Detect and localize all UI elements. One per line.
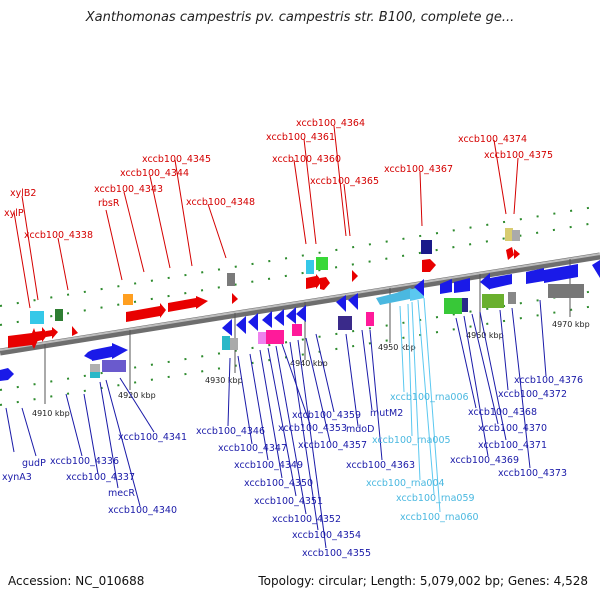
genome-backbone — [0, 252, 600, 356]
gene-label[interactable]: rbsR — [98, 198, 120, 209]
gene-label[interactable]: xccb100_4346 — [196, 426, 265, 437]
gene-label[interactable]: xccb100_4353 — [278, 423, 347, 434]
gene-label[interactable]: xccb100_4341 — [118, 432, 187, 443]
gene-label[interactable]: xccb100_4344 — [120, 168, 189, 179]
gene-label[interactable]: xccb100_4352 — [272, 514, 341, 525]
gene-label[interactable]: xccb100_4364 — [296, 118, 365, 129]
gene-label[interactable]: xylP — [4, 208, 24, 219]
gene-label[interactable]: xccb100_4354 — [292, 530, 361, 541]
gene-label[interactable]: xccb100_4367 — [384, 164, 453, 175]
rna-label[interactable]: xccb100_rna005 — [372, 435, 451, 446]
gene-label[interactable]: xccb100_4372 — [498, 389, 567, 400]
gene-label[interactable]: xccb100_4368 — [468, 407, 537, 418]
forward-strand-genes[interactable] — [8, 228, 520, 349]
gene-label[interactable]: xccb100_4351 — [254, 496, 323, 507]
genome-summary-text: Topology: circular; Length: 5,079,002 bp… — [258, 574, 588, 588]
gene-labels-bottom: xynA3 gudP xccb100_4336 xccb100_4337 mec… — [2, 375, 583, 559]
gene-label[interactable]: xccb100_4336 — [50, 456, 119, 467]
gene-labels-top: xylB2 xylP xccb100_4338 rbsR xccb100_434… — [4, 118, 553, 241]
rna-label[interactable]: xccb100_rna059 — [396, 493, 475, 504]
gene-label[interactable]: xccb100_4359 — [292, 410, 361, 421]
callout-lines-rna — [399, 297, 441, 513]
kbp-tick-label: 4940 kbp — [290, 359, 328, 368]
kbp-tick-label: 4950 kbp — [378, 343, 416, 352]
gene-label[interactable]: xccb100_4370 — [478, 423, 547, 434]
gene-label[interactable]: xccb100_4374 — [458, 134, 527, 145]
gene-label[interactable]: xccb100_4376 — [514, 375, 583, 386]
gene-label[interactable]: xccb100_4347 — [218, 443, 287, 454]
gene-label[interactable]: xccb100_4349 — [234, 460, 303, 471]
gene-label[interactable]: xccb100_4337 — [66, 472, 135, 483]
gene-label[interactable]: xccb100_4340 — [108, 505, 177, 516]
callout-lines-top — [13, 125, 519, 309]
gene-label[interactable]: mutM2 — [370, 408, 403, 419]
kbp-tick-label: 4930 kbp — [205, 376, 243, 385]
rna-labels: xccb100_rna006 xccb100_rna005 xccb100_rn… — [366, 392, 479, 523]
gene-label[interactable]: xccb100_4338 — [24, 230, 93, 241]
gene-label[interactable]: xynA3 — [2, 472, 32, 483]
gene-label[interactable]: xccb100_4363 — [346, 460, 415, 471]
gene-label[interactable]: mecR — [108, 488, 135, 499]
gene-label[interactable]: xccb100_4345 — [142, 154, 211, 165]
gene-label[interactable]: xccb100_4348 — [186, 197, 255, 208]
gene-label[interactable]: mdoD — [346, 424, 374, 435]
rna-label[interactable]: xccb100_rna006 — [390, 392, 469, 403]
rna-label[interactable]: xccb100_rna060 — [400, 512, 479, 523]
kbp-tick-label: 4910 kbp — [32, 409, 70, 418]
gene-label[interactable]: xccb100_4369 — [450, 455, 519, 466]
rna-label[interactable]: xccb100_rna004 — [366, 478, 445, 489]
gene-label[interactable]: xccb100_4373 — [498, 468, 567, 479]
map-title: Xanthomonas campestris pv. campestris st… — [85, 10, 515, 25]
kbp-tick-label: 4920 kbp — [118, 391, 156, 400]
kbp-tick-label: 4970 kbp — [552, 320, 590, 329]
gene-label[interactable]: xccb100_4355 — [302, 548, 371, 559]
gene-label[interactable]: xylB2 — [10, 188, 36, 199]
gene-label[interactable]: xccb100_4350 — [244, 478, 313, 489]
gene-label[interactable]: xccb100_4361 — [266, 132, 335, 143]
gene-label[interactable]: xccb100_4357 — [298, 440, 367, 451]
gene-label[interactable]: gudP — [22, 458, 46, 469]
gene-label[interactable]: xccb100_4375 — [484, 150, 553, 161]
callout-lines-bottom — [5, 299, 547, 549]
gene-label[interactable]: xccb100_4371 — [478, 440, 547, 451]
gene-label[interactable]: xccb100_4360 — [272, 154, 341, 165]
gene-label[interactable]: xccb100_4343 — [94, 184, 163, 195]
reverse-strand-genes[interactable] — [0, 260, 600, 381]
gene-label[interactable]: xccb100_4365 — [310, 176, 379, 187]
accession-text: Accession: NC_010688 — [8, 574, 145, 588]
